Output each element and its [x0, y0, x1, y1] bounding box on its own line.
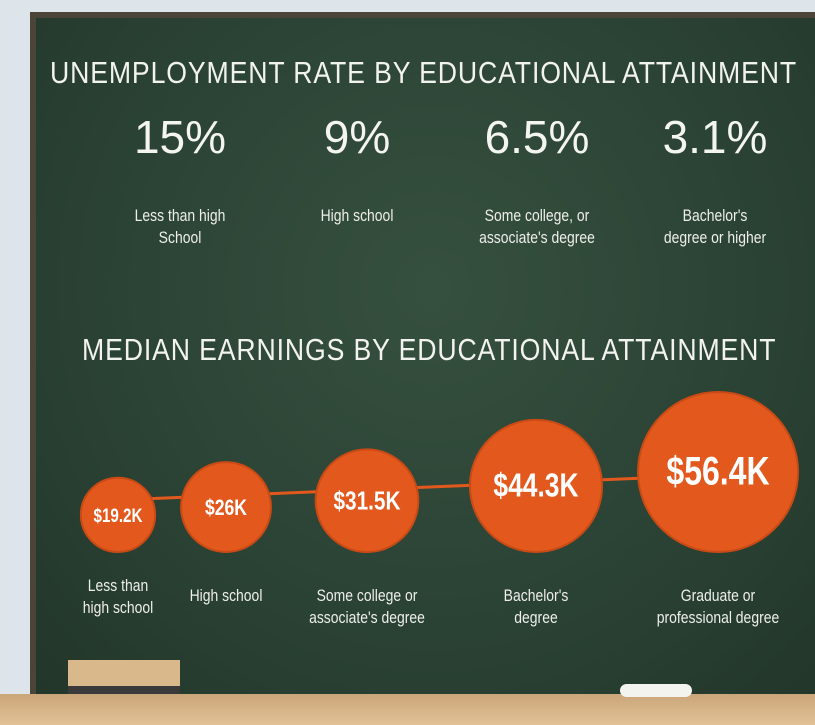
stat-value: 15% [133, 111, 227, 163]
stat-value: 6.5% [484, 111, 590, 163]
bubble-category: Bachelor's degree [503, 586, 569, 627]
bubble [468, 418, 604, 553]
bubble-label: $56.4K [666, 448, 769, 493]
bubble-label: $31.5K [333, 486, 400, 515]
stat-label: Bachelor's degree or higher [663, 206, 767, 247]
eraser [68, 660, 180, 694]
stat-label: High school [320, 206, 394, 225]
bubble-label: $19.2K [94, 504, 143, 526]
section-title: MEDIAN EARNINGS BY EDUCATIONAL ATTAINMEN… [82, 332, 777, 367]
stat-label: Less than high School [134, 206, 226, 247]
stat-value: 3.1% [662, 111, 768, 163]
chalk-ledge [0, 694, 815, 725]
chalk [620, 684, 692, 697]
bubble [180, 461, 272, 553]
bubble-category: Some college or associate's degree [309, 586, 425, 627]
bubble [637, 391, 799, 553]
bubble-category: Less than high school [82, 576, 154, 617]
chalkboard [30, 12, 815, 694]
bubble-label: $26K [205, 496, 248, 520]
bubble [79, 476, 157, 553]
bubble-category: Graduate or professional degree [656, 586, 780, 627]
bubble-label: $44.3K [493, 468, 578, 504]
bubble [314, 448, 420, 553]
section-title: UNEMPLOYMENT RATE BY EDUCATIONAL ATTAINM… [50, 55, 798, 90]
bubble-category: High school [189, 586, 263, 605]
stat-value: 9% [323, 111, 391, 163]
stat-label: Some college, or associate's degree [479, 206, 595, 247]
